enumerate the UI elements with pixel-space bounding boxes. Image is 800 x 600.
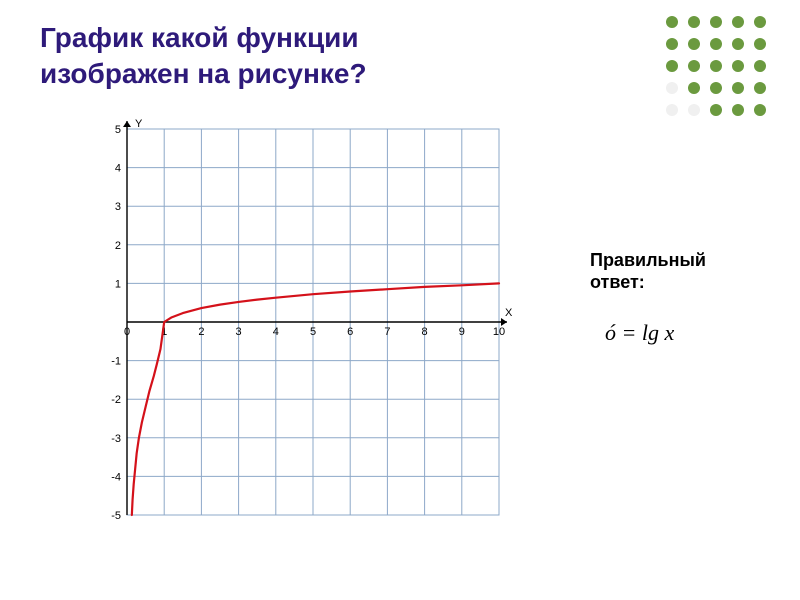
decorative-dot: [666, 38, 678, 50]
svg-text:0: 0: [124, 326, 130, 338]
function-chart: 012345678910-5-4-3-2-112345XY: [95, 115, 515, 540]
decorative-dot: [754, 16, 766, 28]
svg-text:-1: -1: [111, 356, 121, 368]
decorative-dot: [732, 82, 744, 94]
decorative-dot: [666, 104, 678, 116]
svg-text:-4: -4: [111, 471, 121, 483]
decorative-dot: [754, 104, 766, 116]
decorative-dot: [732, 104, 744, 116]
svg-text:4: 4: [273, 326, 279, 338]
svg-text:-2: -2: [111, 394, 121, 406]
svg-text:X: X: [505, 307, 513, 319]
decorative-dot: [710, 104, 722, 116]
svg-text:7: 7: [384, 326, 390, 338]
formula-text: ó = lg x: [605, 320, 674, 345]
decorative-dot: [710, 82, 722, 94]
decorative-dot: [688, 38, 700, 50]
svg-text:-5: -5: [111, 510, 121, 522]
decorative-dot: [710, 38, 722, 50]
chart-svg: 012345678910-5-4-3-2-112345XY: [95, 115, 515, 535]
answer-label-line-2: ответ:: [590, 272, 645, 292]
decorative-dot: [688, 16, 700, 28]
decorative-dot: [666, 82, 678, 94]
decorative-dot: [688, 60, 700, 72]
decorative-dot-grid: [666, 16, 770, 120]
decorative-dot: [754, 60, 766, 72]
svg-text:1: 1: [115, 278, 121, 290]
decorative-dot: [666, 16, 678, 28]
svg-text:9: 9: [459, 326, 465, 338]
svg-text:6: 6: [347, 326, 353, 338]
svg-text:Y: Y: [135, 118, 143, 130]
svg-text:8: 8: [422, 326, 428, 338]
page-title: График какой функции изображен на рисунк…: [40, 20, 367, 93]
svg-text:3: 3: [115, 201, 121, 213]
decorative-dot: [688, 104, 700, 116]
decorative-dot: [754, 38, 766, 50]
svg-text:5: 5: [115, 124, 121, 136]
decorative-dot: [732, 38, 744, 50]
decorative-dot: [732, 60, 744, 72]
decorative-dot: [754, 82, 766, 94]
svg-text:-3: -3: [111, 433, 121, 445]
svg-text:5: 5: [310, 326, 316, 338]
svg-text:3: 3: [236, 326, 242, 338]
answer-label-line-1: Правильный: [590, 250, 706, 270]
decorative-dot: [688, 82, 700, 94]
decorative-dot: [732, 16, 744, 28]
svg-text:2: 2: [198, 326, 204, 338]
answer-label: Правильный ответ:: [590, 250, 706, 293]
title-line-2: изображен на рисунке?: [40, 58, 367, 89]
answer-formula: ó = lg x: [605, 320, 674, 346]
svg-text:2: 2: [115, 240, 121, 252]
svg-text:4: 4: [115, 163, 121, 175]
decorative-dot: [710, 60, 722, 72]
title-line-1: График какой функции: [40, 22, 359, 53]
decorative-dot: [666, 60, 678, 72]
svg-text:10: 10: [493, 326, 505, 338]
decorative-dot: [710, 16, 722, 28]
